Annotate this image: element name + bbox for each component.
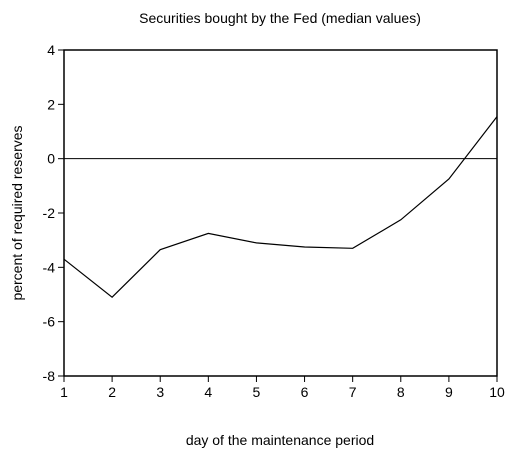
x-tick-label: 4 <box>204 384 212 400</box>
y-tick-label: 4 <box>47 42 55 58</box>
series-group <box>63 116 498 298</box>
y-axis-label: percent of required reserves <box>9 125 25 300</box>
y-tick-label: 2 <box>47 96 55 112</box>
series-line <box>63 116 498 298</box>
x-axis: 1 2 3 4 5 6 7 8 9 10 <box>60 376 505 400</box>
y-tick-label: -2 <box>43 205 56 221</box>
x-tick-label: 1 <box>60 384 68 400</box>
x-axis-label: day of the maintenance period <box>186 432 374 448</box>
x-tick-label: 3 <box>156 384 164 400</box>
x-tick-label: 10 <box>489 384 505 400</box>
x-tick-label: 8 <box>397 384 405 400</box>
y-tick-label: -6 <box>43 314 56 330</box>
y-axis: -8 -6 -4 -2 0 2 4 <box>43 42 64 384</box>
y-tick-label: 0 <box>47 151 55 167</box>
x-tick-label: 9 <box>445 384 453 400</box>
x-tick-label: 7 <box>349 384 357 400</box>
plot-frame <box>63 49 498 377</box>
chart-title: Securities bought by the Fed (median val… <box>139 10 421 26</box>
x-tick-label: 5 <box>253 384 261 400</box>
y-tick-label: -8 <box>43 368 56 384</box>
x-tick-label: 2 <box>108 384 116 400</box>
y-tick-label: -4 <box>43 259 56 275</box>
x-tick-label: 6 <box>301 384 309 400</box>
